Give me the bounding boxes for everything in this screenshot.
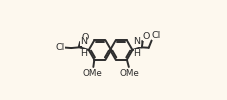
Text: Cl: Cl — [151, 32, 160, 40]
Text: O: O — [81, 33, 88, 42]
Text: OMe: OMe — [83, 69, 102, 78]
Text: H: H — [133, 49, 140, 58]
Text: H: H — [80, 49, 86, 58]
Text: O: O — [142, 32, 150, 41]
Text: N: N — [80, 37, 86, 46]
Text: N: N — [133, 38, 140, 46]
Text: OMe: OMe — [119, 69, 138, 78]
Text: Cl: Cl — [55, 43, 65, 52]
